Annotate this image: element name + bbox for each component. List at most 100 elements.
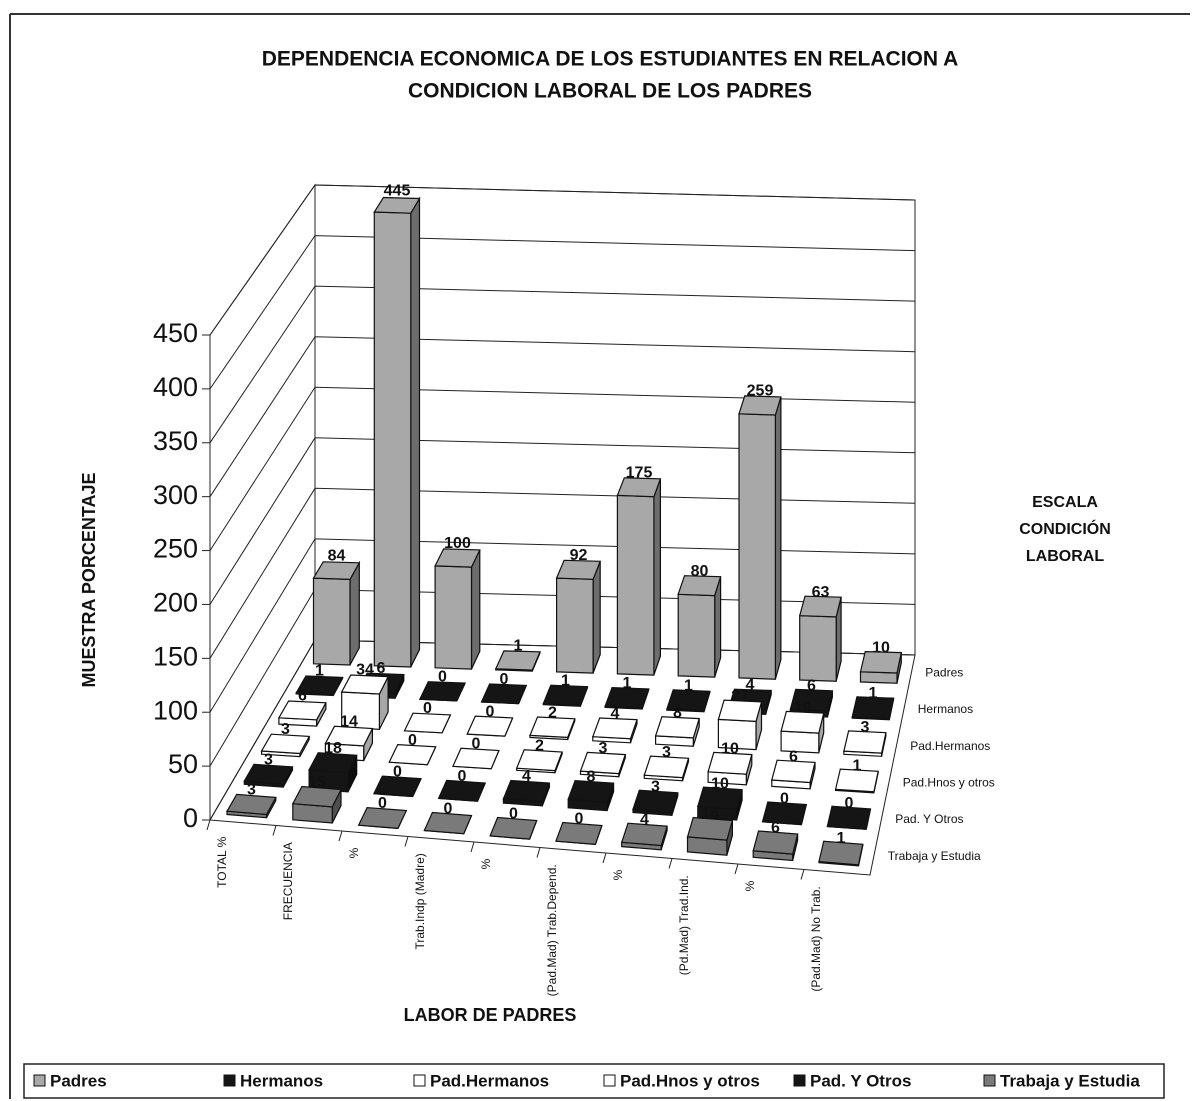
- bar: [466, 715, 514, 737]
- legend-swatch: [413, 1074, 426, 1087]
- data-label: 0: [509, 805, 518, 822]
- data-label: 2: [535, 737, 544, 754]
- data-label: 0: [444, 800, 453, 817]
- bar-side-shade: [471, 549, 480, 670]
- x-tick-label: FRECUENCIA: [281, 842, 295, 920]
- x-tick: [536, 847, 541, 858]
- bar: [620, 822, 668, 851]
- data-label: 14: [701, 806, 719, 823]
- bar: [489, 816, 538, 840]
- data-label: 100: [444, 535, 471, 552]
- legend-swatch: [983, 1074, 996, 1087]
- x-tick-label: %: [479, 858, 493, 869]
- bar-top: [480, 683, 528, 705]
- bar: [308, 752, 358, 793]
- bar: [677, 575, 722, 678]
- data-label: 1: [561, 672, 570, 689]
- bar-top: [798, 595, 842, 618]
- data-label: 3: [651, 778, 660, 795]
- bar-top: [834, 768, 879, 793]
- z-axis-label: CONDICIÓN: [1019, 519, 1111, 538]
- bar-top: [243, 763, 294, 785]
- bar: [818, 840, 864, 867]
- bar-side-shade: [410, 198, 420, 667]
- bar-top: [277, 700, 327, 721]
- bar: [643, 755, 690, 782]
- bar-top: [515, 749, 563, 772]
- bar-side-shade: [363, 728, 373, 761]
- legend-label: Pad. Y Otros: [810, 1071, 911, 1090]
- data-label: 3: [662, 744, 671, 761]
- x-tick: [338, 830, 343, 842]
- bar-top: [738, 395, 782, 416]
- bar-top: [434, 548, 481, 568]
- x-tick: [470, 841, 475, 853]
- data-label: 1: [853, 758, 862, 775]
- bar-side-shade: [332, 789, 341, 823]
- bar-top: [616, 477, 662, 498]
- bar-top: [654, 716, 700, 739]
- x-tick-label: (Pad.Mad) Trab.Depend.: [545, 864, 559, 996]
- x-tick: [668, 858, 673, 869]
- bar: [717, 699, 763, 751]
- data-label: 84: [328, 548, 346, 565]
- bar: [591, 717, 638, 744]
- bar-side-shade: [775, 396, 781, 680]
- data-label: 0: [408, 732, 417, 749]
- x-tick: [800, 869, 805, 880]
- bar-front: [555, 577, 594, 674]
- grid-line: [209, 285, 916, 444]
- bar-front: [616, 494, 655, 676]
- bar: [357, 806, 408, 830]
- bar: [480, 683, 528, 705]
- y-tick-label: 400: [153, 372, 198, 402]
- bar-top: [494, 650, 541, 671]
- z-axis-label: LABORAL: [1026, 548, 1104, 565]
- bar-top: [818, 840, 864, 866]
- bar-top: [579, 751, 627, 775]
- bar-front: [799, 615, 837, 682]
- bar: [295, 675, 344, 697]
- x-tick-label: TOTAL %: [215, 836, 229, 887]
- data-label: 445: [384, 183, 411, 200]
- y-tick-label: 0: [183, 803, 198, 833]
- bar: [555, 821, 603, 846]
- bar-top: [859, 650, 903, 674]
- bar-top: [632, 789, 679, 813]
- data-label: 10: [872, 639, 890, 656]
- chart-title: DEPENDENCIA ECONOMICA DE LOS ESTUDIANTES…: [262, 48, 959, 71]
- data-label: 0: [845, 795, 854, 812]
- y-tick-label: 100: [153, 695, 198, 725]
- bar-top: [555, 559, 602, 580]
- legend-label: Trabaja y Estudia: [1000, 1071, 1140, 1090]
- bar: [761, 801, 808, 826]
- bar: [434, 548, 481, 670]
- bar-top: [489, 816, 538, 840]
- z-tick-label: Pad.Hermanos: [910, 739, 990, 753]
- data-label: 6: [807, 677, 816, 694]
- bar-top: [826, 805, 872, 830]
- bar-side-shade: [316, 702, 326, 727]
- bar-top: [437, 779, 487, 802]
- bar-front: [780, 730, 820, 754]
- bar: [291, 785, 342, 824]
- bar: [654, 716, 700, 747]
- data-label: 3: [861, 719, 870, 736]
- data-label: 3: [281, 721, 290, 738]
- y-tick-label: 250: [153, 534, 198, 564]
- data-label: 6: [789, 749, 798, 766]
- data-label: 3: [247, 782, 256, 799]
- x-tick-label: Trab.Indp (Madre): [413, 853, 427, 949]
- data-label: 0: [423, 700, 432, 717]
- bar-top: [451, 747, 500, 770]
- bar: [686, 816, 734, 856]
- bar: [579, 751, 627, 778]
- bar-top: [780, 710, 825, 734]
- bar: [226, 793, 277, 819]
- bar: [373, 196, 421, 668]
- bar: [859, 650, 903, 684]
- bar-side-shade: [348, 755, 357, 792]
- bar-top: [851, 696, 895, 720]
- bar-side-shade: [726, 820, 733, 856]
- bar: [542, 684, 589, 707]
